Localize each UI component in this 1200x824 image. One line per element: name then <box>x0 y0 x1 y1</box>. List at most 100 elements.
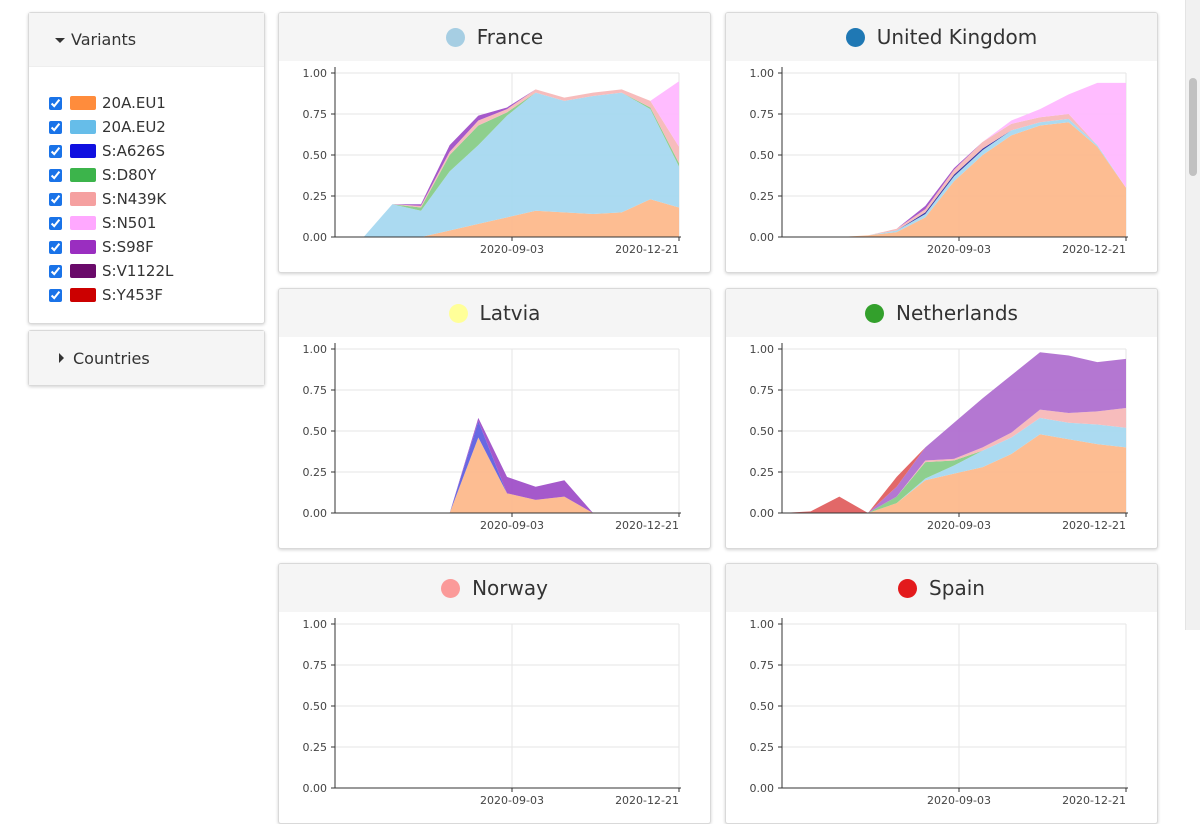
area-series-20a-eu1[interactable] <box>782 434 1126 513</box>
variant-item[interactable]: S:N439K <box>49 187 264 211</box>
y-tick-label: 0.50 <box>750 149 775 162</box>
chart-header: Norway <box>279 564 710 612</box>
variant-label: 20A.EU2 <box>102 118 166 136</box>
chart-title: Latvia <box>479 301 541 325</box>
caret-down-icon <box>55 38 65 43</box>
x-tick-label: 2020-12-21 <box>1062 243 1126 256</box>
variant-checkbox[interactable] <box>49 168 62 182</box>
chart-title: France <box>476 25 544 49</box>
area-chart: 1.00 0.75 0.50 0.25 0.00 2020-09-03 2020-12-21 <box>750 343 1128 532</box>
y-tick-label: 0.00 <box>303 231 328 244</box>
chart-card-spain: Spain 1.00 0.75 0.50 0.25 0.00 2020-09-03 2020-… <box>725 563 1158 824</box>
variant-color-swatch <box>70 288 96 302</box>
countries-title: Countries <box>73 348 150 368</box>
x-tick-label: 2020-09-03 <box>927 243 991 256</box>
area-series-20a-eu1[interactable] <box>335 437 679 513</box>
country-color-dot <box>445 27 465 47</box>
y-tick-label: 0.00 <box>303 507 328 520</box>
variant-label: S:N439K <box>102 190 167 208</box>
page-scrollbar[interactable] <box>1185 0 1200 630</box>
x-tick-label: 2020-12-21 <box>1062 519 1126 532</box>
y-tick-label: 0.25 <box>303 190 328 203</box>
variant-label: 20A.EU1 <box>102 94 166 112</box>
variant-checkbox[interactable] <box>49 144 62 158</box>
area-series-s-s98f[interactable] <box>782 352 1126 513</box>
variant-checkbox[interactable] <box>49 216 62 230</box>
x-tick-label: 2020-09-03 <box>480 794 544 807</box>
y-tick-label: 0.75 <box>303 384 328 397</box>
area-series-s-n439k[interactable] <box>335 89 679 238</box>
variant-checkbox[interactable] <box>49 96 62 110</box>
variant-color-swatch <box>70 144 96 158</box>
country-color-dot <box>865 303 885 323</box>
chart-card-norway: Norway 1.00 0.75 0.50 0.25 0.00 2020-09-03 2020… <box>278 563 711 824</box>
y-tick-label: 1.00 <box>303 67 328 80</box>
chart-header: United Kingdom <box>726 13 1157 61</box>
countries-panel-header[interactable]: Countries <box>29 331 264 385</box>
country-color-dot <box>898 578 918 598</box>
variant-color-swatch <box>70 264 96 278</box>
chart-header: France <box>279 13 710 61</box>
y-tick-label: 1.00 <box>303 343 328 356</box>
area-series-s-d80y[interactable] <box>782 417 1126 513</box>
area-chart: 1.00 0.75 0.50 0.25 0.00 2020-09-03 2020-12-21 <box>750 67 1128 256</box>
variant-label: S:Y453F <box>102 286 163 304</box>
x-tick-label: 2020-12-21 <box>615 794 679 807</box>
y-tick-label: 0.25 <box>303 741 328 754</box>
chart-card-netherlands: Netherlands 1.00 0.75 0.50 0.25 0.00 2020-09-0… <box>725 288 1158 549</box>
country-color-dot <box>441 578 461 598</box>
area-series-20a-eu2[interactable] <box>335 92 679 238</box>
variant-checkbox[interactable] <box>49 264 62 278</box>
variant-item[interactable]: S:N501 <box>49 211 264 235</box>
chart-header: Spain <box>726 564 1157 612</box>
variant-label: S:V1122L <box>102 262 174 280</box>
variant-item[interactable]: S:Y453F <box>49 283 264 307</box>
variant-item[interactable]: S:D80Y <box>49 163 264 187</box>
variant-list: 20A.EU1 20A.EU2 S:A626S S:D80Y S:N439K S:N501… <box>29 67 264 307</box>
variant-item[interactable]: 20A.EU2 <box>49 115 264 139</box>
scrollbar-thumb[interactable] <box>1189 78 1197 176</box>
area-series-s-n501[interactable] <box>782 82 1126 237</box>
variant-color-swatch <box>70 216 96 230</box>
chart-card-latvia: Latvia 1.00 0.75 0.50 0.25 0.00 2020-09-03 2020… <box>278 288 711 549</box>
area-series-20a-eu2[interactable] <box>782 118 1126 237</box>
country-color-dot <box>448 303 468 323</box>
chart-title: Norway <box>472 576 548 600</box>
variant-item[interactable]: S:S98F <box>49 235 264 259</box>
y-tick-label: 0.00 <box>750 231 775 244</box>
x-tick-label: 2020-09-03 <box>927 794 991 807</box>
variant-item[interactable]: S:A626S <box>49 139 264 163</box>
area-series-s-n439k[interactable] <box>782 408 1126 513</box>
y-tick-label: 0.75 <box>303 659 328 672</box>
variant-label: S:S98F <box>102 238 154 256</box>
area-chart: 1.00 0.75 0.50 0.25 0.00 2020-09-03 2020-12-21 <box>750 618 1128 807</box>
chart-header: Latvia <box>279 289 710 337</box>
y-tick-label: 0.25 <box>750 466 775 479</box>
variant-color-swatch <box>70 96 96 110</box>
variant-item[interactable]: 20A.EU1 <box>49 91 264 115</box>
variant-item[interactable]: S:V1122L <box>49 259 264 283</box>
variant-label: S:N501 <box>102 214 157 232</box>
variant-checkbox[interactable] <box>49 192 62 206</box>
variants-panel-header[interactable]: Variants <box>29 13 264 67</box>
y-tick-label: 1.00 <box>750 343 775 356</box>
area-series-20a-eu1[interactable] <box>782 122 1126 237</box>
area-chart: 1.00 0.75 0.50 0.25 0.00 2020-09-03 2020-12-21 <box>303 618 681 807</box>
area-series-20a-eu1[interactable] <box>335 199 679 237</box>
x-tick-label: 2020-09-03 <box>480 243 544 256</box>
area-chart: 1.00 0.75 0.50 0.25 0.00 2020-09-03 2020-12-21 <box>303 67 681 256</box>
y-tick-label: 1.00 <box>750 618 775 631</box>
x-tick-label: 2020-12-21 <box>615 243 679 256</box>
y-tick-label: 0.25 <box>303 466 328 479</box>
y-tick-label: 0.75 <box>750 659 775 672</box>
y-tick-label: 0.00 <box>750 782 775 795</box>
y-tick-label: 0.00 <box>303 782 328 795</box>
y-tick-label: 0.50 <box>303 425 328 438</box>
x-tick-label: 2020-09-03 <box>480 519 544 532</box>
variant-checkbox[interactable] <box>49 120 62 134</box>
y-tick-label: 1.00 <box>750 67 775 80</box>
variant-checkbox[interactable] <box>49 288 62 302</box>
variant-color-swatch <box>70 240 96 254</box>
variant-label: S:A626S <box>102 142 165 160</box>
variant-checkbox[interactable] <box>49 240 62 254</box>
